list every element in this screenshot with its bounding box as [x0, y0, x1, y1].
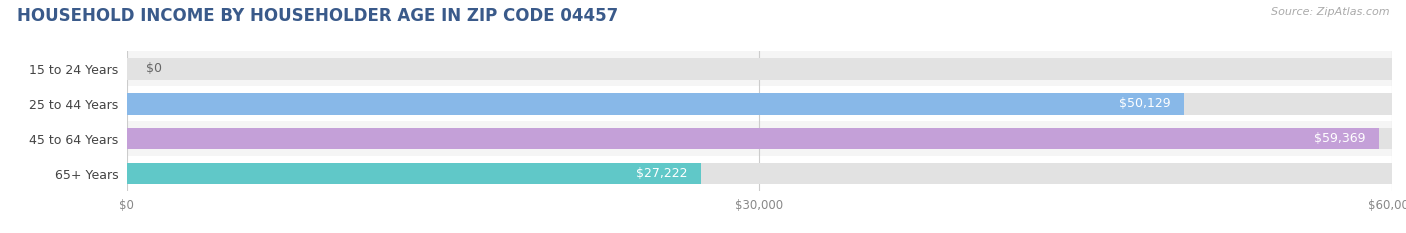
Bar — [127, 156, 1392, 191]
Text: $0: $0 — [146, 62, 162, 75]
Bar — [127, 163, 1392, 185]
Text: $27,222: $27,222 — [637, 167, 688, 180]
Text: $50,129: $50,129 — [1119, 97, 1171, 110]
Bar — [127, 163, 700, 185]
Bar — [127, 86, 1392, 121]
Bar — [127, 58, 1392, 80]
Text: HOUSEHOLD INCOME BY HOUSEHOLDER AGE IN ZIP CODE 04457: HOUSEHOLD INCOME BY HOUSEHOLDER AGE IN Z… — [17, 7, 619, 25]
Bar — [127, 93, 1184, 115]
Bar — [127, 128, 1392, 150]
Bar — [127, 51, 1392, 86]
Bar — [127, 93, 1392, 115]
Bar — [127, 128, 1379, 150]
Bar — [127, 121, 1392, 156]
Text: $59,369: $59,369 — [1315, 132, 1367, 145]
Text: Source: ZipAtlas.com: Source: ZipAtlas.com — [1271, 7, 1389, 17]
